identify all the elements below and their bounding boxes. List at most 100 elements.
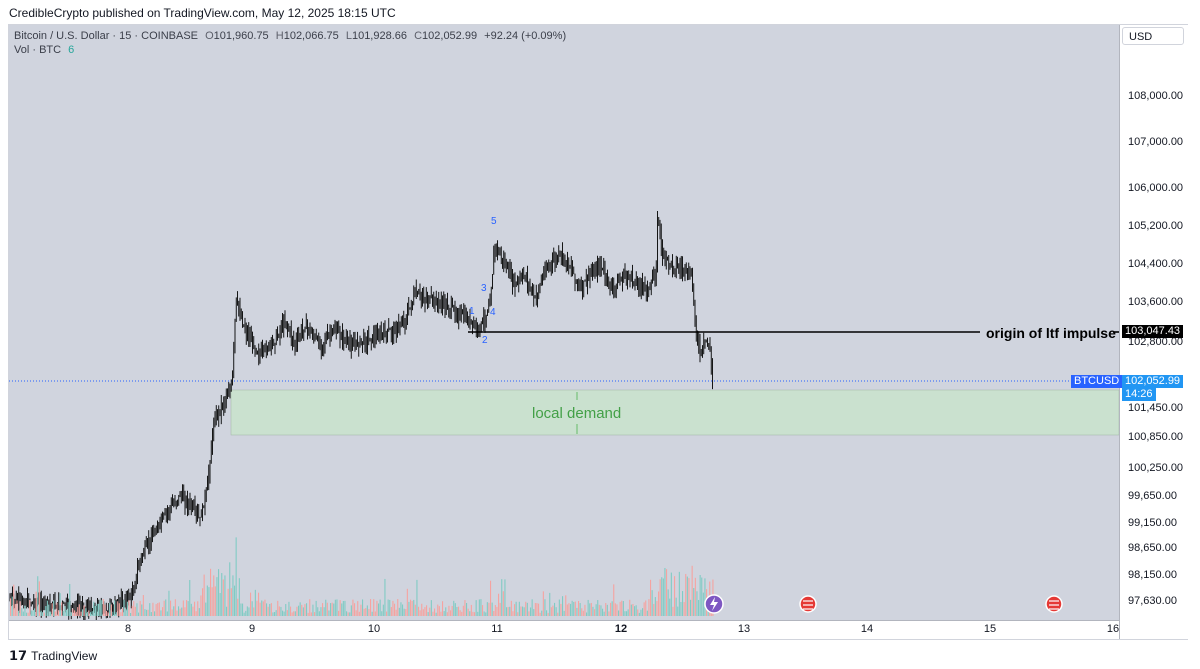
volume-bar [86, 611, 88, 616]
volume-bar [48, 604, 50, 616]
volume-bar [227, 588, 229, 616]
volume-bar [283, 611, 285, 616]
volume-bar [150, 612, 152, 616]
volume-bar [656, 600, 658, 616]
change-value: +92.24 (+0.09%) [484, 30, 567, 42]
low-label: L [345, 30, 352, 42]
chart-plot-area[interactable] [9, 25, 1119, 620]
volume-bar [642, 608, 644, 616]
volume-bar [683, 602, 685, 616]
volume-bar [517, 612, 519, 616]
volume-bar [61, 602, 63, 616]
impulse-price-tag: 103,047.43 [1122, 325, 1184, 338]
volume-bar [536, 603, 538, 616]
volume-bar [670, 572, 672, 616]
volume-bar [179, 608, 181, 616]
volume-bar [158, 602, 160, 616]
volume-bar [75, 611, 77, 616]
volume-bar [664, 567, 666, 616]
volume-bar [334, 599, 336, 616]
volume-bar [213, 575, 215, 616]
volume-bar [533, 609, 535, 616]
volume-bar [486, 602, 488, 616]
volume-bar [163, 600, 165, 616]
volume-bar [357, 601, 359, 616]
volume-bar [301, 604, 303, 616]
volume-bar [171, 609, 173, 616]
open-label: O [205, 30, 214, 42]
volume-bar [50, 612, 52, 616]
volume-bar [549, 592, 551, 616]
price-tick-label: 101,450.00 [1128, 402, 1184, 414]
volume-bar [643, 602, 645, 616]
volume-bar [22, 611, 24, 616]
volume-bar [173, 606, 175, 616]
volume-bar [597, 600, 599, 616]
volume-bar [80, 611, 82, 616]
volume-bar [440, 611, 442, 616]
volume-bar [611, 601, 613, 616]
volume-bar [122, 608, 124, 616]
volume-bar [274, 612, 276, 616]
volume-bar [123, 599, 125, 616]
volume-bar [555, 607, 557, 616]
volume-bar [139, 600, 141, 616]
volume-bar [195, 611, 197, 616]
price-tick-label: 99,150.00 [1128, 517, 1177, 529]
volume-bar [509, 606, 511, 616]
volume-bar [142, 595, 144, 616]
volume-bar [98, 603, 100, 616]
volume-bar [280, 606, 282, 616]
volume-bar [85, 608, 87, 616]
volume-bar [526, 602, 528, 616]
volume-bar [330, 603, 332, 616]
volume-bar [168, 590, 170, 616]
volume-bar [285, 604, 287, 616]
volume-bar [170, 600, 172, 616]
volume-bar [614, 603, 616, 616]
volume-bar [608, 611, 610, 616]
volume-bar [648, 599, 650, 616]
volume-bar [674, 576, 676, 616]
volume-bar [504, 579, 506, 616]
volume-bar [347, 612, 349, 616]
volume-bar [272, 612, 274, 616]
volume-bar [702, 592, 704, 616]
volume-bar [478, 599, 480, 616]
volume-bar [230, 588, 232, 616]
volume-bar [341, 603, 343, 616]
volume-bar [382, 604, 384, 616]
volume-bar [133, 601, 135, 616]
price-tick-label: 98,650.00 [1128, 542, 1177, 554]
volume-bar [638, 612, 640, 616]
volume-bar [304, 604, 306, 616]
volume-bar [510, 600, 512, 616]
volume-bar [482, 605, 484, 616]
time-axis[interactable] [9, 620, 1119, 639]
volume-bar [30, 610, 32, 616]
volume-bar [475, 600, 477, 616]
volume-bar [13, 584, 15, 616]
volume-bar [400, 602, 402, 616]
volume-bar [67, 602, 69, 616]
volume-bar [322, 603, 324, 616]
volume-bar [294, 611, 296, 616]
volume-bar [24, 605, 26, 616]
volume-bar [531, 599, 533, 616]
publish-header: CredibleCrypto published on TradingView.… [9, 6, 396, 20]
volume-bar [202, 588, 204, 616]
volume-bar [430, 600, 432, 616]
volume-bar [402, 604, 404, 616]
volume-bar [112, 611, 114, 616]
volume-bar [573, 601, 575, 616]
volume-bar [165, 599, 167, 616]
volume-bar [326, 602, 328, 616]
volume-bar [93, 601, 95, 616]
volume-bar [693, 588, 695, 616]
volume-bar [120, 612, 122, 616]
volume-bar [443, 611, 445, 616]
currency-button[interactable]: USD [1122, 27, 1184, 45]
volume-bar [661, 577, 663, 616]
volume-bar [662, 578, 664, 616]
volume-bar [518, 601, 520, 616]
